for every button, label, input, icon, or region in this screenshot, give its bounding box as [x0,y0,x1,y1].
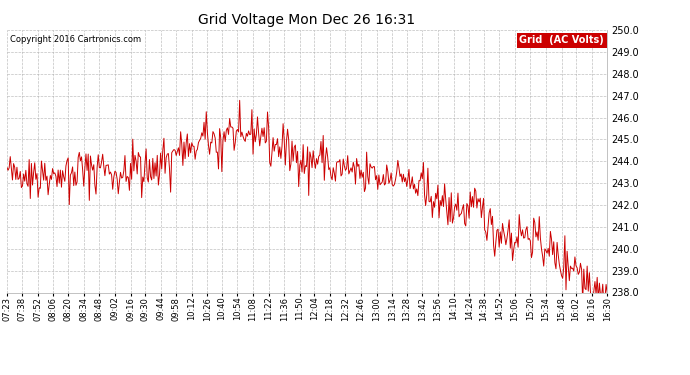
Title: Grid Voltage Mon Dec 26 16:31: Grid Voltage Mon Dec 26 16:31 [199,13,415,27]
Text: Grid  (AC Volts): Grid (AC Volts) [520,35,604,45]
Text: Copyright 2016 Cartronics.com: Copyright 2016 Cartronics.com [10,35,141,44]
